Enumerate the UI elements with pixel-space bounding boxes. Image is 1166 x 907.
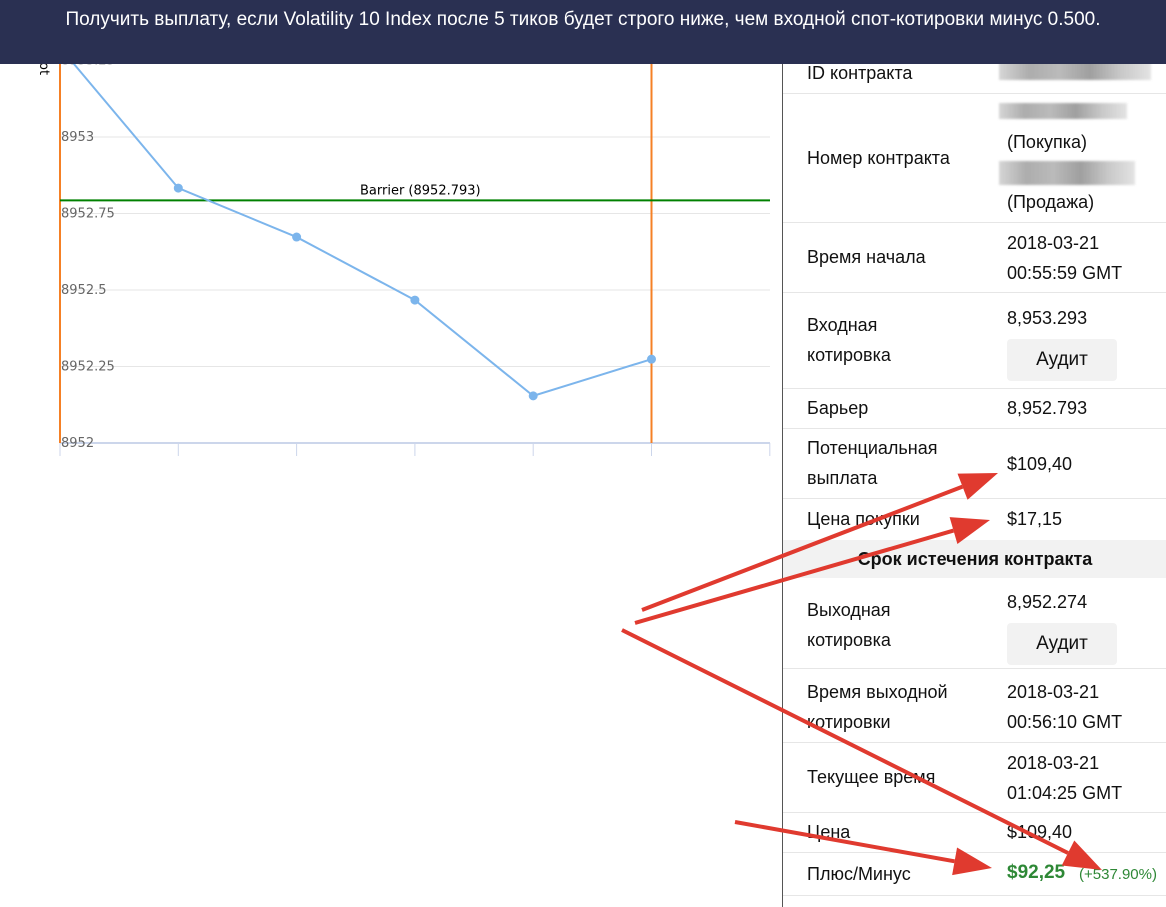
row-contract-id: ID контракта (783, 50, 1166, 94)
exit-time-label-2: котировки (807, 712, 891, 732)
start-time-time: 00:55:59 GMT (1007, 263, 1123, 283)
row-price: Цена $109,40 (783, 812, 1166, 853)
current-time-time: 01:04:25 GMT (1007, 783, 1123, 803)
current-time-date: 2018-03-21 (1007, 753, 1100, 773)
tick-chart: 89528952.258952.58952.7589538953.25otBar… (36, 42, 771, 456)
row-profit-loss: Плюс/Минус $92,25 (+537.90%) (783, 852, 1166, 896)
expiry-section-header: Срок истечения контракта (783, 540, 1166, 578)
y-tick-label: 8952.75 (61, 207, 115, 222)
contract-id-label: ID контракта (807, 63, 913, 83)
data-point (173, 183, 183, 193)
row-start-time: Время начала 2018-03-21 00:55:59 GMT (783, 222, 1166, 293)
data-point (410, 295, 420, 305)
row-entry-spot: Входная котировка 8,953.293 Аудит (783, 292, 1166, 389)
row-purchase-price: Цена покупки $17,15 (783, 498, 1166, 540)
row-current-time: Текущее время 2018-03-21 01:04:25 GMT (783, 742, 1166, 813)
pl-label: Плюс/Минус (807, 864, 911, 884)
exit-time-label: Время выходной (807, 682, 948, 702)
barrier-label: Барьер (807, 398, 869, 418)
payout-label: Потенциальная (807, 438, 938, 458)
y-tick-label: 8953 (61, 130, 94, 145)
payout-value: $109,40 (1007, 454, 1073, 474)
purchase-value: $17,15 (1007, 509, 1063, 529)
contract-id-redacted (999, 60, 1151, 80)
row-potential-payout: Потенциальная выплата $109,40 (783, 428, 1166, 499)
data-point (528, 391, 538, 401)
buy-id-redacted (999, 103, 1127, 119)
data-point (292, 232, 302, 242)
exit-label-2: котировка (807, 630, 891, 650)
entry-audit-button[interactable]: Аудит (1007, 339, 1117, 381)
entry-value: 8,953.293 (1007, 308, 1088, 328)
contract-details-panel: ID контракта Номер контракта (Покупка) (… (782, 0, 1166, 907)
row-exit-time: Время выходной котировки 2018-03-21 00:5… (783, 668, 1166, 743)
buy-suffix: (Покупка) (1007, 132, 1088, 152)
row-barrier: Барьер 8,952.793 (783, 388, 1166, 429)
contract-description-banner: Получить выплату, если Volatility 10 Ind… (0, 0, 1166, 64)
entry-label: Входная (807, 315, 878, 335)
exit-audit-button[interactable]: Аудит (1007, 623, 1117, 665)
pl-value: $92,25 (1007, 862, 1066, 883)
purchase-label: Цена покупки (807, 509, 920, 529)
y-tick-label: 8952.25 (61, 360, 115, 375)
start-time-date: 2018-03-21 (1007, 233, 1100, 253)
contract-number-label: Номер контракта (807, 148, 950, 168)
payout-label-2: выплата (807, 468, 878, 488)
barrier-label: Barrier (8952.793) (360, 183, 481, 198)
row-exit-spot: Выходная котировка 8,952.274 Аудит (783, 578, 1166, 669)
data-point (647, 354, 656, 364)
y-axis-label: ot (36, 62, 51, 75)
price-value: $109,40 (1007, 822, 1073, 842)
price-line (59, 46, 652, 397)
sell-id-redacted (999, 161, 1135, 185)
exit-label: Выходная (807, 600, 891, 620)
y-tick-label: 8952 (61, 436, 94, 451)
price-label: Цена (807, 822, 851, 842)
pl-percent: (+537.90%) (1079, 866, 1157, 883)
start-time-label: Время начала (807, 247, 926, 267)
entry-label-2: котировка (807, 345, 891, 365)
exit-time-date: 2018-03-21 (1007, 682, 1100, 702)
barrier-value: 8,952.793 (1007, 398, 1088, 418)
row-contract-number: Номер контракта (Покупка) (Продажа) (783, 93, 1166, 223)
current-time-label: Текущее время (807, 767, 936, 787)
exit-time-time: 00:56:10 GMT (1007, 712, 1123, 732)
sell-suffix: (Продажа) (1007, 192, 1095, 212)
exit-value: 8,952.274 (1007, 592, 1088, 612)
y-tick-label: 8952.5 (61, 283, 107, 298)
